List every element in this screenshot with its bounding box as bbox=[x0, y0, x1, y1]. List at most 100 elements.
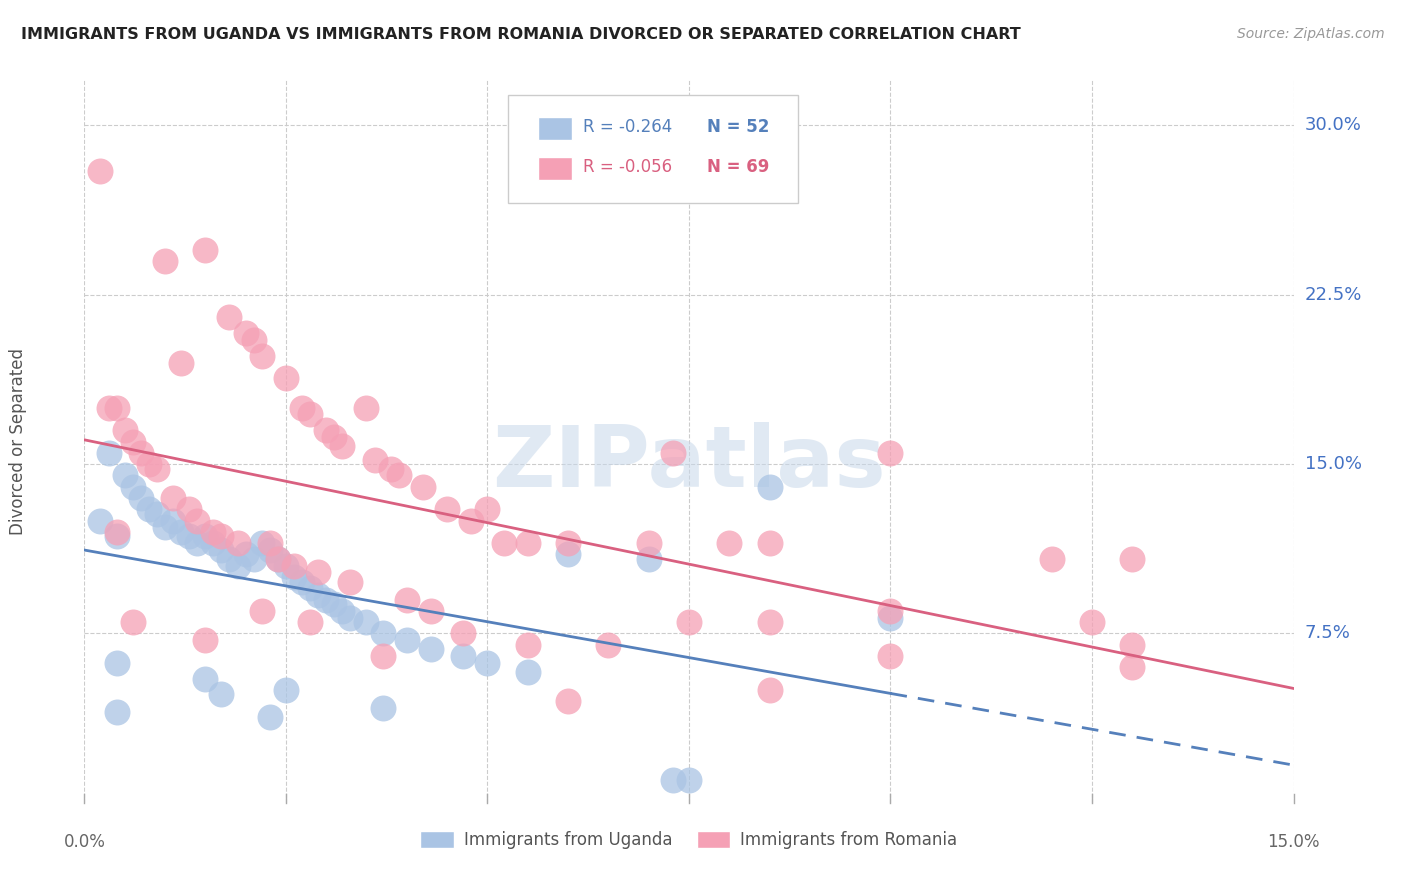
Point bbox=[420, 604, 443, 618]
Point bbox=[323, 597, 346, 611]
Point bbox=[179, 502, 201, 516]
Point bbox=[274, 558, 297, 573]
Point bbox=[516, 638, 538, 652]
Point bbox=[388, 468, 411, 483]
Point bbox=[356, 615, 378, 630]
Text: 30.0%: 30.0% bbox=[1305, 117, 1361, 135]
Text: 15.0%: 15.0% bbox=[1305, 455, 1361, 473]
Point bbox=[242, 552, 264, 566]
Point bbox=[259, 542, 281, 557]
Point bbox=[209, 687, 232, 701]
Point bbox=[105, 401, 128, 415]
Point bbox=[146, 461, 169, 475]
Text: Source: ZipAtlas.com: Source: ZipAtlas.com bbox=[1237, 27, 1385, 41]
Point bbox=[1040, 552, 1063, 566]
Point bbox=[114, 468, 136, 483]
Point bbox=[637, 536, 659, 550]
Point bbox=[363, 452, 385, 467]
Point bbox=[283, 570, 305, 584]
Point bbox=[339, 610, 361, 624]
Point bbox=[758, 682, 780, 697]
Point bbox=[170, 355, 193, 369]
Point bbox=[371, 701, 394, 715]
Point bbox=[89, 163, 111, 178]
Text: 22.5%: 22.5% bbox=[1305, 285, 1362, 304]
Text: R = -0.056: R = -0.056 bbox=[582, 158, 672, 176]
Point bbox=[460, 514, 482, 528]
Point bbox=[330, 439, 353, 453]
Point bbox=[202, 536, 225, 550]
Point bbox=[259, 710, 281, 724]
Point bbox=[186, 514, 208, 528]
Point bbox=[129, 491, 152, 505]
Point bbox=[105, 656, 128, 670]
Point bbox=[235, 326, 257, 340]
Point bbox=[1121, 660, 1143, 674]
Text: IMMIGRANTS FROM UGANDA VS IMMIGRANTS FROM ROMANIA DIVORCED OR SEPARATED CORRELAT: IMMIGRANTS FROM UGANDA VS IMMIGRANTS FRO… bbox=[21, 27, 1021, 42]
Point bbox=[1121, 552, 1143, 566]
Point bbox=[307, 588, 329, 602]
Point bbox=[121, 434, 143, 449]
Point bbox=[209, 529, 232, 543]
Point bbox=[250, 536, 273, 550]
Point bbox=[356, 401, 378, 415]
Point bbox=[129, 446, 152, 460]
Point bbox=[194, 243, 217, 257]
Point bbox=[758, 536, 780, 550]
Point bbox=[89, 514, 111, 528]
Point bbox=[105, 706, 128, 720]
Text: R = -0.264: R = -0.264 bbox=[582, 119, 672, 136]
Point bbox=[97, 446, 120, 460]
Point bbox=[879, 610, 901, 624]
Point bbox=[662, 446, 685, 460]
Point bbox=[105, 529, 128, 543]
Point bbox=[516, 536, 538, 550]
Point bbox=[339, 574, 361, 589]
Point bbox=[114, 423, 136, 437]
Point bbox=[1081, 615, 1104, 630]
Point bbox=[97, 401, 120, 415]
Point bbox=[879, 648, 901, 663]
Point bbox=[226, 536, 249, 550]
Point bbox=[267, 552, 290, 566]
Point bbox=[153, 520, 176, 534]
Text: Divorced or Separated: Divorced or Separated bbox=[8, 348, 27, 535]
Point bbox=[758, 615, 780, 630]
Point bbox=[291, 574, 314, 589]
Point bbox=[662, 773, 685, 788]
Point bbox=[516, 665, 538, 679]
Point bbox=[395, 633, 418, 648]
Bar bbox=[538, 157, 572, 180]
Point bbox=[380, 461, 402, 475]
Point bbox=[153, 253, 176, 268]
Point bbox=[758, 480, 780, 494]
Point bbox=[557, 548, 579, 562]
Point bbox=[451, 626, 474, 640]
Point bbox=[121, 480, 143, 494]
Text: 0.0%: 0.0% bbox=[63, 833, 105, 851]
Point bbox=[315, 592, 337, 607]
Point bbox=[477, 502, 499, 516]
Point bbox=[420, 642, 443, 657]
Point bbox=[678, 773, 700, 788]
Point bbox=[194, 633, 217, 648]
Point bbox=[330, 604, 353, 618]
Point bbox=[323, 430, 346, 444]
Point bbox=[218, 310, 240, 325]
Point bbox=[436, 502, 458, 516]
FancyBboxPatch shape bbox=[508, 95, 797, 203]
Point bbox=[194, 529, 217, 543]
Text: 7.5%: 7.5% bbox=[1305, 624, 1351, 642]
Point bbox=[250, 349, 273, 363]
Point bbox=[138, 502, 160, 516]
Text: 15.0%: 15.0% bbox=[1267, 833, 1320, 851]
Point bbox=[291, 401, 314, 415]
Point bbox=[315, 423, 337, 437]
Point bbox=[209, 542, 232, 557]
Point bbox=[226, 558, 249, 573]
Point bbox=[274, 682, 297, 697]
Point bbox=[105, 524, 128, 539]
Point bbox=[395, 592, 418, 607]
Point bbox=[557, 536, 579, 550]
Point bbox=[299, 615, 322, 630]
